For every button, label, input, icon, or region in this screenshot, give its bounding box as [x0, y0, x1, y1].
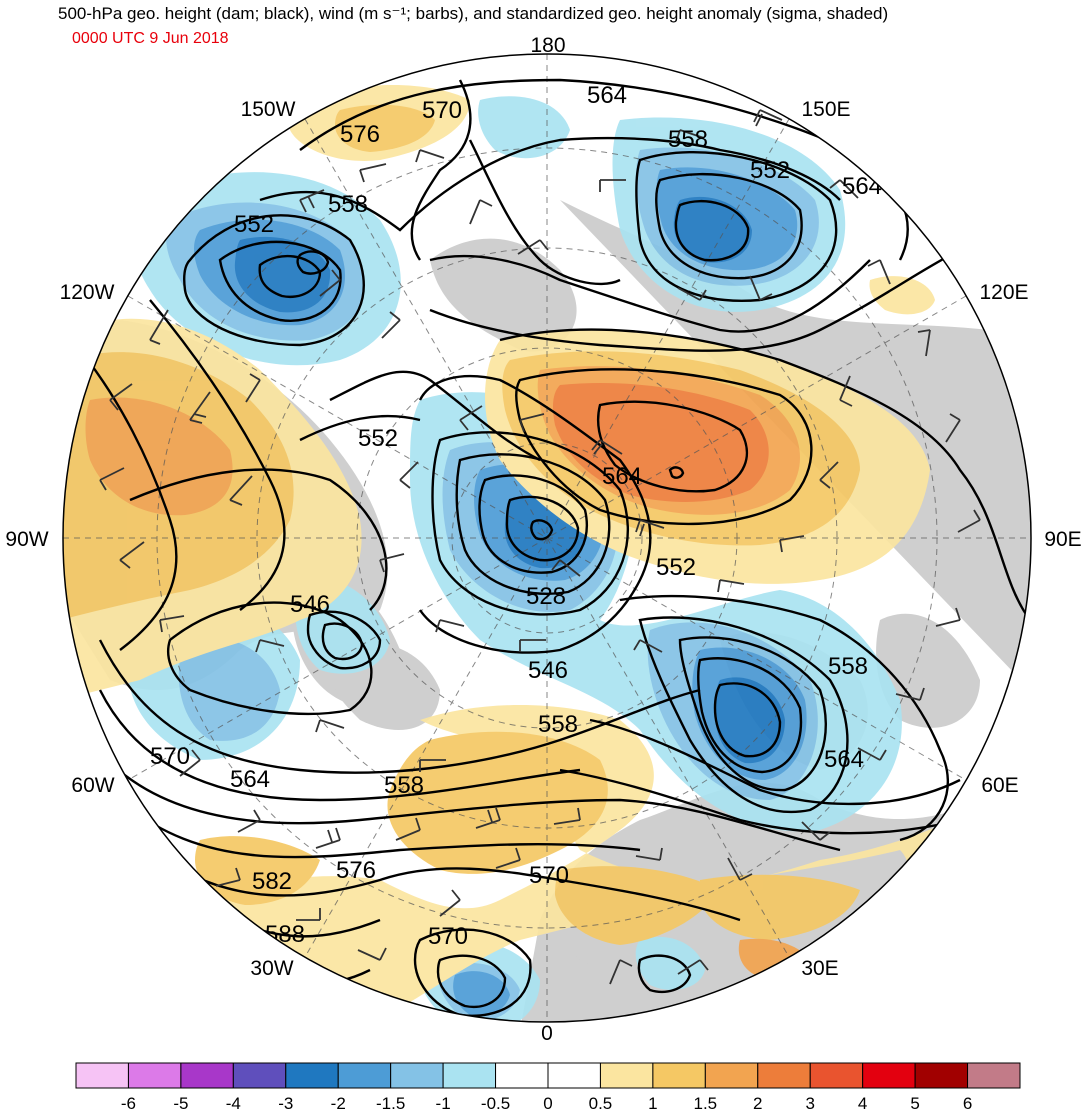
colorbar-tick-label: -0.5 [481, 1094, 510, 1112]
colorbar-swatch [495, 1062, 549, 1089]
lon-label-0: 0 [541, 1022, 553, 1045]
lon-label-60w: 60W [71, 774, 114, 797]
colorbar-swatch [337, 1062, 392, 1089]
colorbar-tick-label: 2 [753, 1094, 762, 1112]
contour-labels: 564 570 576 558 552 564 552 558 552 564 … [150, 82, 882, 950]
colorbar-tick-label: -5 [173, 1094, 188, 1112]
colorbar-tick-label: -1.5 [376, 1094, 405, 1112]
contour-label: 552 [234, 211, 274, 238]
colorbar-swatch [390, 1062, 444, 1089]
colorbar-swatch [285, 1062, 339, 1089]
colorbar-swatch [757, 1062, 811, 1089]
contour-label: 558 [828, 653, 868, 680]
lon-label-180: 180 [530, 34, 565, 57]
lon-label-30w: 30W [250, 957, 293, 980]
colorbar-tick-label: -2 [331, 1094, 346, 1112]
contour-label: 552 [750, 157, 790, 184]
colorbar-swatch [599, 1062, 654, 1089]
contour-label: 582 [252, 868, 292, 895]
colorbar-swatch [967, 1062, 1021, 1089]
contour-label: 588 [265, 921, 305, 948]
colorbar-tick-label: 1 [648, 1094, 657, 1112]
colorbar-tick-label: -3 [278, 1094, 293, 1112]
contour-label: 564 [824, 746, 864, 773]
colorbar-swatch [704, 1062, 759, 1089]
colorbar-swatch [127, 1062, 182, 1089]
colorbar-tick-label: -1 [436, 1094, 451, 1112]
lon-label-150w: 150W [241, 98, 296, 121]
lon-label-120w: 120W [60, 281, 115, 304]
valid-time: 0000 UTC 9 Jun 2018 [72, 30, 229, 47]
contour-label: 576 [340, 121, 380, 148]
wind-barbs [99, 109, 1001, 985]
colorbar-tick-label: 0 [543, 1094, 552, 1112]
colorbar-tick-label: 6 [963, 1094, 972, 1112]
contour-label: 570 [150, 743, 190, 770]
colorbar-swatch [232, 1062, 287, 1089]
contour-label: 558 [538, 711, 578, 738]
colorbar-swatch [75, 1062, 129, 1089]
colorbar-swatch [180, 1062, 234, 1089]
lon-label-120e: 120E [979, 281, 1028, 304]
contour-label: 552 [656, 554, 696, 581]
colorbar-swatch [862, 1062, 916, 1089]
lon-label-60e: 60E [981, 774, 1018, 797]
map-boundary [62, 53, 1032, 1023]
colorbar-tick-label: 1.5 [694, 1094, 718, 1112]
contour-label: 570 [428, 923, 468, 950]
colorbar-swatch [914, 1062, 969, 1089]
contour-label: 552 [358, 425, 398, 452]
longitude-labels: 180 150E 120E 90E 60E 30E 0 30W 60W 90W … [5, 34, 1081, 1045]
colorbar-swatch [547, 1062, 601, 1089]
colorbar-tick-label: 4 [858, 1094, 867, 1112]
colorbar-tick-label: 3 [805, 1094, 814, 1112]
colorbar-tick-label: 5 [910, 1094, 919, 1112]
contour-label: 564 [587, 82, 627, 109]
contour-label: 570 [422, 97, 462, 124]
lon-label-90e: 90E [1044, 528, 1081, 551]
contour-label: 570 [529, 862, 569, 889]
contour-label: 546 [528, 657, 568, 684]
colorbar-tick-label: 0.5 [589, 1094, 613, 1112]
contour-label: 564 [602, 463, 642, 490]
colorbar-swatch [442, 1062, 497, 1089]
colorbar: -6 -5 -4 -3 -2 -1.5 -1 -0.5 0 0.5 1 1.5 2 3 4 5 6 [75, 1062, 1021, 1112]
contour-label: 528 [526, 583, 566, 610]
contour-label: 564 [230, 766, 270, 793]
contour-label: 546 [290, 591, 330, 618]
contour-label: 576 [336, 857, 376, 884]
colorbar-tick-label: -4 [226, 1094, 241, 1112]
lon-label-150e: 150E [801, 98, 850, 121]
colorbar-swatch [809, 1062, 864, 1089]
lon-label-30e: 30E [801, 957, 838, 980]
contour-label: 564 [842, 173, 882, 200]
colorbar-tick-label: -6 [121, 1094, 136, 1112]
lon-label-90w: 90W [5, 528, 48, 551]
contour-label: 558 [384, 772, 424, 799]
colorbar-swatch [652, 1062, 706, 1089]
contour-label: 558 [328, 191, 368, 218]
contour-label: 558 [668, 126, 708, 153]
chart-title: 500-hPa geo. height (dam; black), wind (… [58, 4, 889, 23]
